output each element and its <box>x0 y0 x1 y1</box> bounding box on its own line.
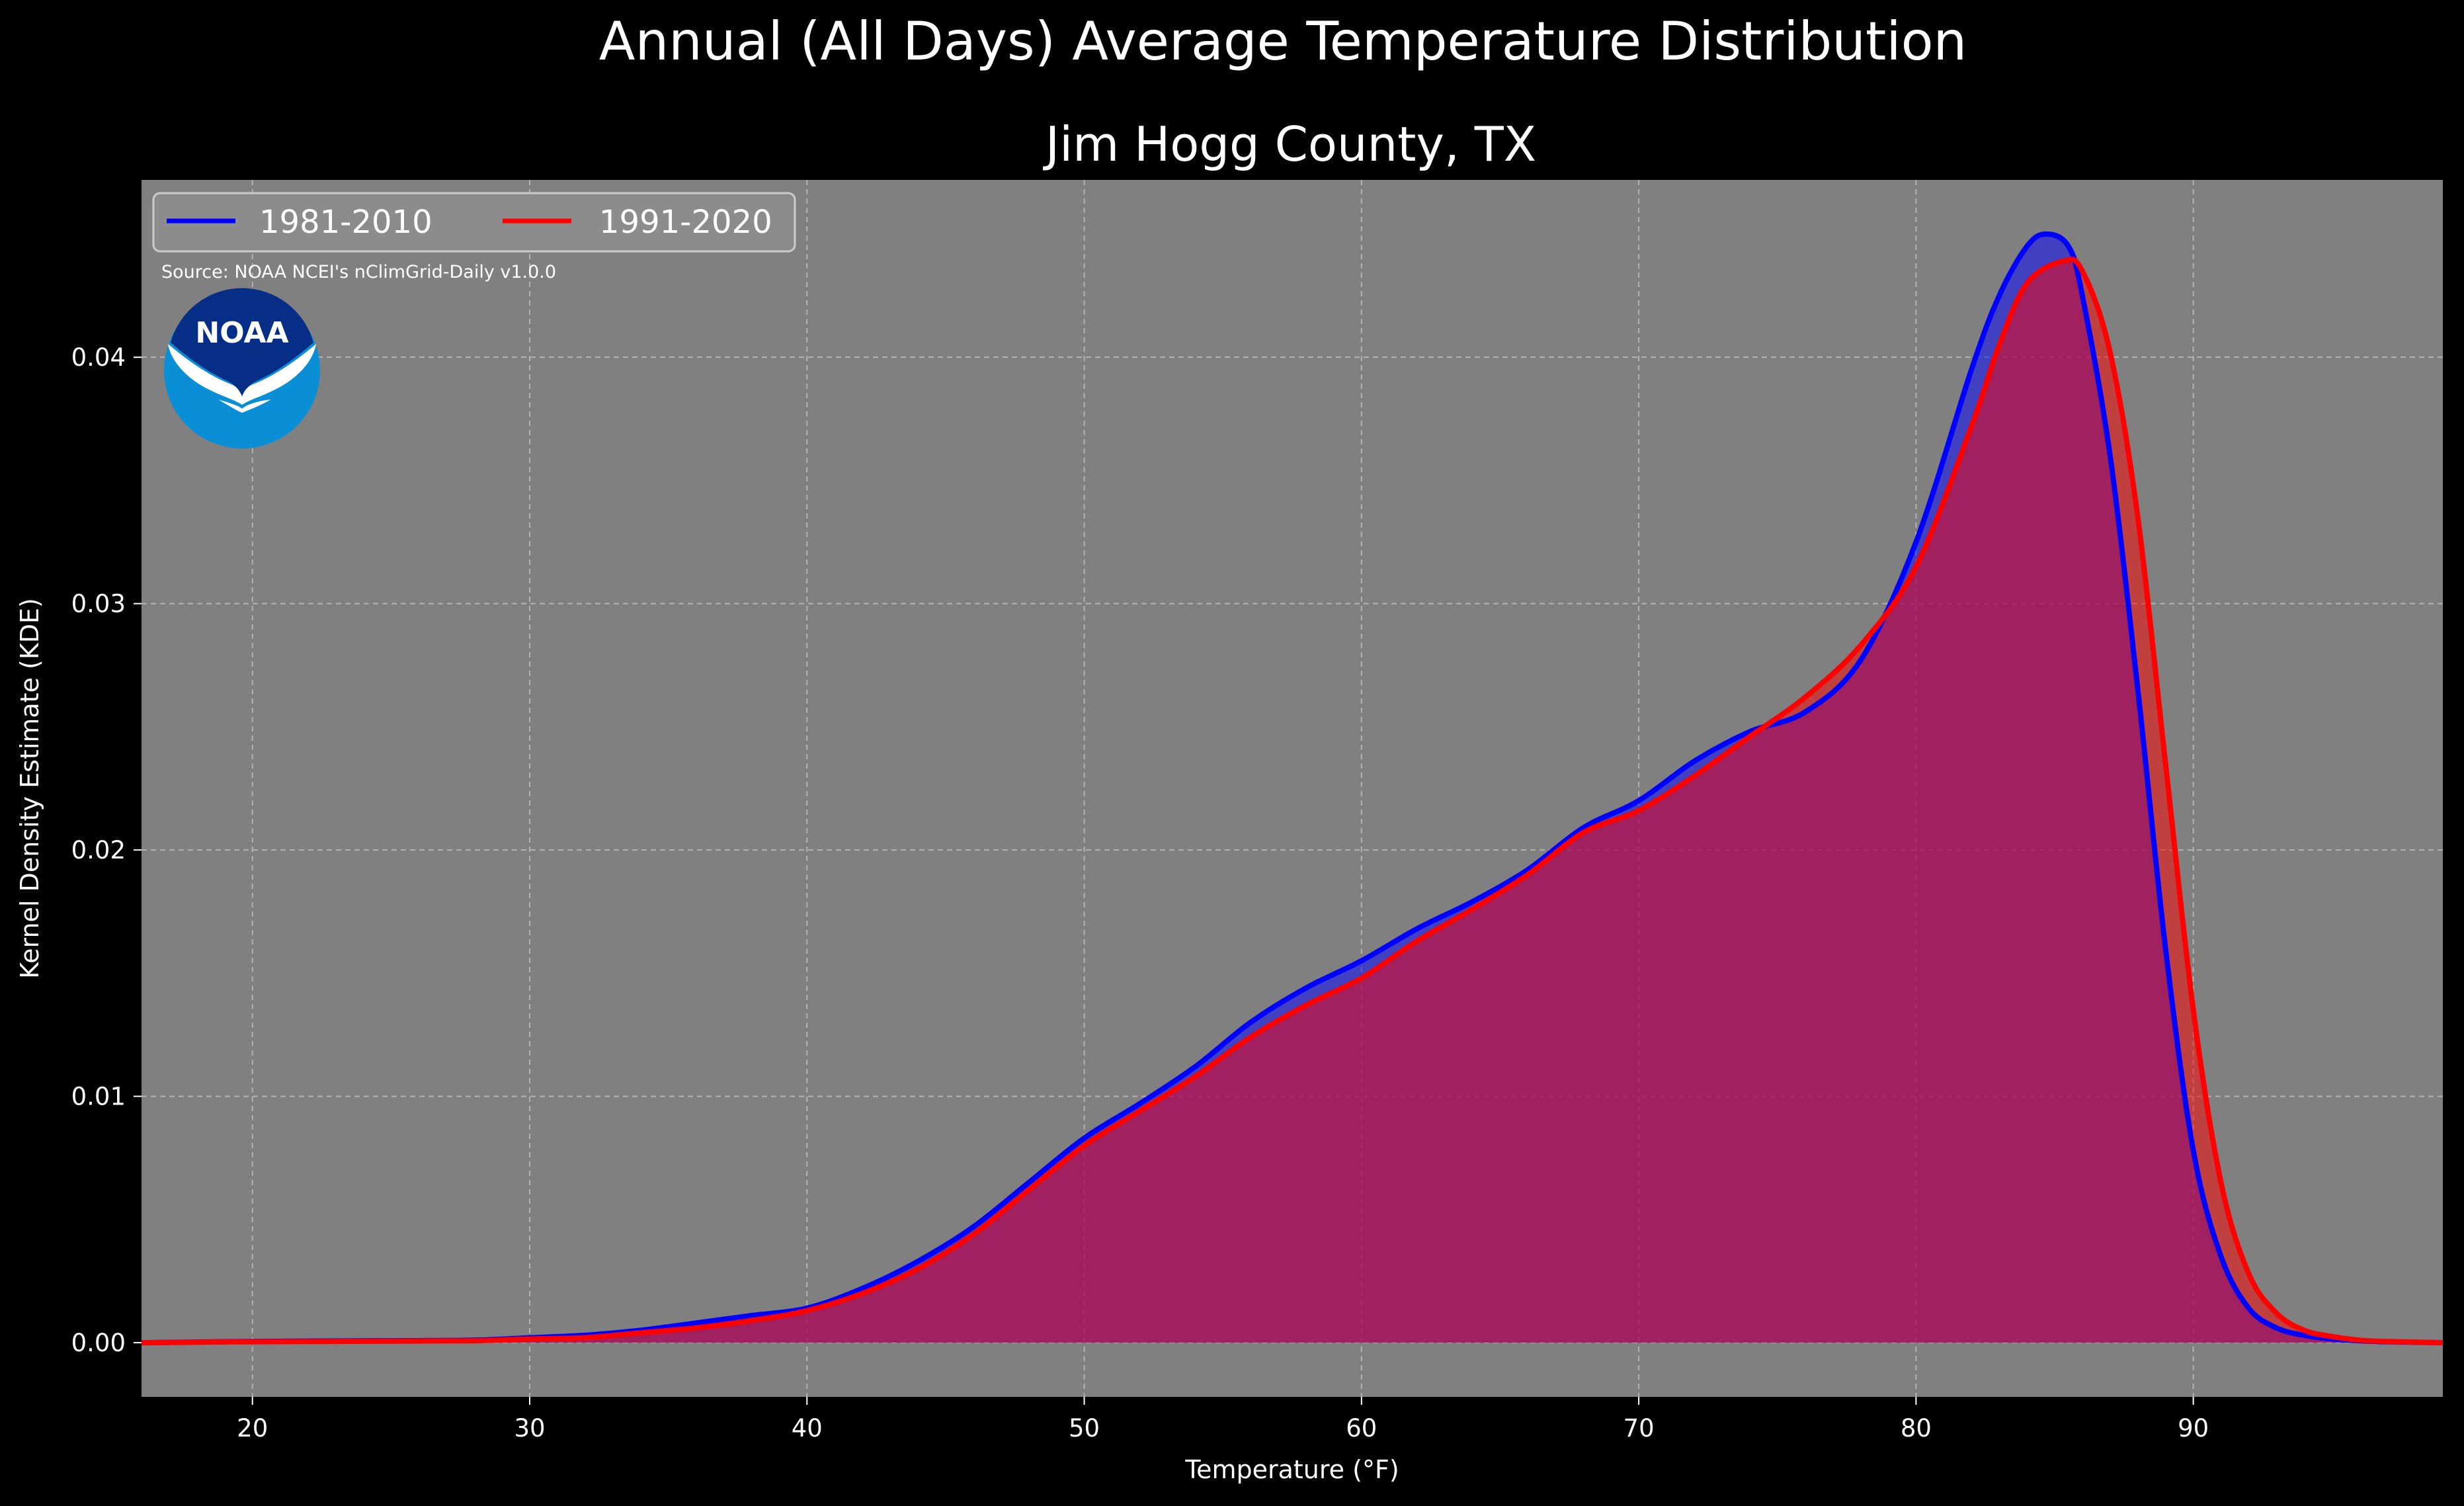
logo-seagull <box>168 344 316 405</box>
x-tick-label: 90 <box>2178 1414 2209 1443</box>
line-1991-2020 <box>141 257 2443 1346</box>
x-tick-label: 60 <box>1346 1414 1377 1443</box>
y-tick-label: 0.03 <box>71 590 126 618</box>
x-tick-label: 70 <box>1623 1414 1655 1443</box>
noaa-logo: NOAA <box>164 288 320 448</box>
series-lines <box>141 231 2443 1346</box>
chart-subtitle: Jim Hogg County, TX <box>1043 116 1536 172</box>
x-tick-label: 20 <box>237 1414 268 1443</box>
x-axis-ticks: 20 30 40 50 60 70 80 90 <box>237 1397 2209 1443</box>
plot-area <box>141 180 2443 1397</box>
logo-seagull-tail <box>218 399 271 413</box>
x-tick-label: 50 <box>1069 1414 1100 1443</box>
logo-text: NOAA <box>195 316 288 350</box>
y-tick-label: 0.02 <box>71 836 126 864</box>
legend: 1981-2010 1991-2020 <box>152 192 796 253</box>
x-tick-label: 30 <box>514 1414 545 1443</box>
y-tick-label: 0.00 <box>71 1329 126 1357</box>
x-tick-label: 80 <box>1901 1414 1932 1443</box>
x-axis-label: Temperature (°F) <box>1184 1455 1399 1484</box>
series-fills <box>142 233 2443 1343</box>
y-tick-label: 0.04 <box>71 343 126 372</box>
y-tick-label: 0.01 <box>71 1083 126 1111</box>
y-axis-label: Kernel Density Estimate (KDE) <box>15 598 44 979</box>
legend-label-1981-2010: 1981-2010 <box>259 204 432 241</box>
chart-title: Annual (All Days) Average Temperature Di… <box>599 11 1967 72</box>
legend-box <box>152 192 796 253</box>
source-note: Source: NOAA NCEI's nClimGrid-Daily v1.0… <box>161 262 556 282</box>
logo-inner-top <box>171 288 313 396</box>
y-axis-ticks: 0.00 0.01 0.02 0.03 0.04 <box>71 343 142 1357</box>
area-fill-1991-2020 <box>142 259 2443 1343</box>
x-tick-label: 40 <box>792 1414 823 1443</box>
legend-label-1991-2020: 1991-2020 <box>599 204 772 241</box>
line-1981-2010 <box>141 231 2443 1346</box>
